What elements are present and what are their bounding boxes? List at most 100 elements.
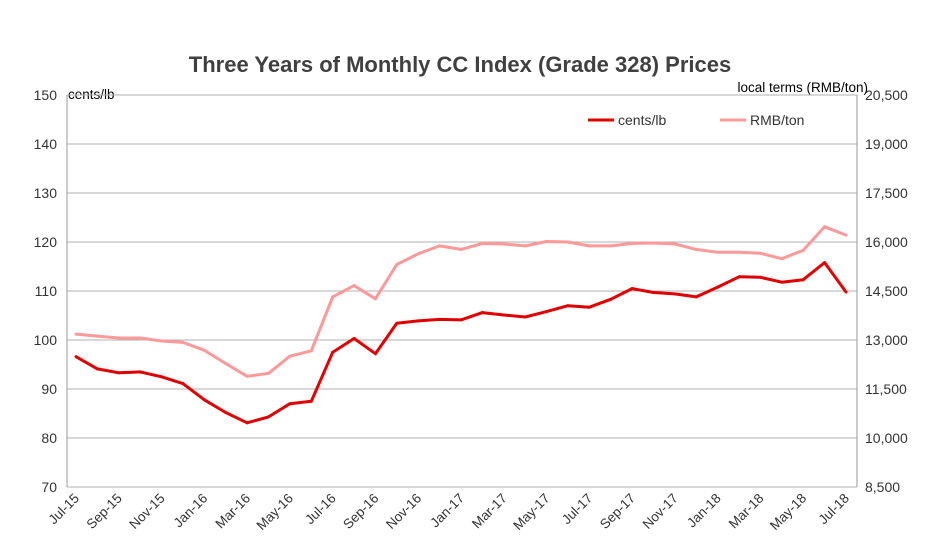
right-axis-label: local terms (RMB/ton): [737, 80, 868, 95]
data-point-rmb: [801, 248, 805, 252]
data-point-cents: [416, 319, 420, 323]
data-point-cents: [652, 290, 655, 294]
data-point-cents: [566, 304, 570, 308]
left-tick-label: 70: [41, 479, 57, 495]
x-tick-label: Jul-18: [816, 491, 853, 528]
data-point-cents: [395, 321, 399, 325]
left-tick-label: 130: [34, 185, 58, 201]
right-tick-label: 17,500: [865, 185, 908, 201]
data-point-cents: [224, 411, 228, 415]
data-point-cents: [844, 290, 848, 294]
data-point-cents: [801, 278, 805, 282]
data-point-cents: [95, 367, 99, 371]
data-point-rmb: [758, 251, 762, 255]
data-point-rmb: [587, 244, 591, 248]
legend: cents/lb RMB/ton: [588, 112, 804, 128]
data-point-cents: [609, 297, 613, 301]
right-tick-label: 19,000: [865, 136, 908, 152]
x-tick-label: Nov-15: [126, 491, 167, 532]
data-point-cents: [331, 350, 335, 354]
chart-title: Three Years of Monthly CC Index (Grade 3…: [189, 52, 731, 77]
x-tick-label: Jul-15: [46, 491, 83, 528]
x-tick-label: Nov-16: [383, 491, 424, 532]
data-point-cents: [502, 313, 506, 317]
x-tick-label: May-18: [767, 491, 809, 533]
left-tick-label: 120: [34, 234, 58, 250]
data-point-rmb: [117, 336, 121, 340]
x-tick-label: Mar-16: [212, 491, 253, 532]
data-point-rmb: [373, 297, 377, 301]
x-tick-label: Mar-17: [469, 491, 510, 532]
data-point-cents: [309, 399, 313, 403]
data-point-cents: [716, 285, 720, 289]
data-point-rmb: [459, 247, 463, 251]
x-tick-label: Jul-16: [302, 491, 339, 528]
data-point-cents: [673, 292, 677, 296]
data-point-rmb: [202, 348, 206, 352]
data-point-rmb: [267, 371, 270, 375]
right-tick-label: 11,500: [865, 381, 907, 397]
data-point-rmb: [181, 340, 185, 344]
data-point-rmb: [780, 257, 784, 261]
data-point-rmb: [416, 252, 420, 256]
x-tick-label: Mar-18: [726, 491, 767, 532]
data-point-cents: [160, 375, 164, 379]
data-point-rmb: [352, 284, 356, 288]
data-point-cents: [352, 337, 356, 341]
series-line-cents: [75, 261, 848, 425]
left-tick-label: 140: [34, 136, 58, 152]
data-point-rmb: [609, 244, 613, 248]
data-point-rmb: [630, 241, 634, 245]
data-point-cents: [758, 275, 762, 279]
data-point-cents: [694, 295, 698, 299]
data-point-rmb: [716, 250, 720, 254]
data-point-cents: [74, 355, 78, 359]
data-point-rmb: [395, 263, 399, 267]
x-tick-label: Sep-17: [597, 491, 638, 532]
right-tick-label: 16,000: [865, 234, 908, 250]
left-tick-label: 150: [34, 87, 58, 103]
data-point-rmb: [823, 225, 827, 229]
right-tick-label: 8,500: [865, 479, 900, 495]
data-point-cents: [780, 280, 784, 284]
data-point-rmb: [138, 336, 142, 340]
data-point-cents: [480, 311, 484, 315]
data-point-rmb: [438, 244, 442, 248]
data-point-rmb: [331, 295, 335, 299]
data-point-cents: [523, 315, 527, 319]
data-point-cents: [267, 415, 270, 419]
data-point-rmb: [737, 250, 741, 254]
data-point-rmb: [673, 242, 677, 246]
data-point-cents: [587, 305, 591, 309]
left-tick-label: 80: [41, 430, 57, 446]
data-point-rmb: [245, 374, 249, 378]
right-tick-label: 10,000: [865, 430, 908, 446]
x-tick-label: Jan-17: [427, 491, 467, 531]
left-tick-label: 100: [34, 332, 58, 348]
x-tick-label: Sep-16: [340, 491, 381, 532]
data-point-cents: [459, 318, 463, 322]
left-tick-label: 90: [41, 381, 57, 397]
x-tick-label: Sep-15: [84, 491, 125, 532]
data-point-cents: [545, 310, 549, 314]
legend-label-rmb: RMB/ton: [750, 112, 804, 128]
left-tick-label: 110: [35, 283, 58, 299]
data-point-rmb: [694, 247, 698, 251]
x-tick-label: May-16: [254, 491, 296, 533]
data-point-rmb: [844, 233, 848, 237]
data-point-cents: [438, 317, 442, 321]
x-tick-label: Jan-16: [171, 491, 211, 531]
x-tick-label: Jul-17: [559, 491, 596, 528]
data-point-rmb: [480, 241, 484, 245]
data-point-cents: [138, 370, 142, 374]
data-point-cents: [181, 382, 185, 386]
data-point-cents: [117, 371, 121, 375]
data-point-cents: [288, 402, 292, 406]
data-point-cents: [823, 261, 827, 265]
right-tick-label: 14,500: [865, 283, 908, 299]
data-point-rmb: [160, 339, 164, 343]
data-point-cents: [245, 421, 249, 425]
data-point-rmb: [309, 349, 313, 353]
data-point-cents: [202, 398, 206, 402]
